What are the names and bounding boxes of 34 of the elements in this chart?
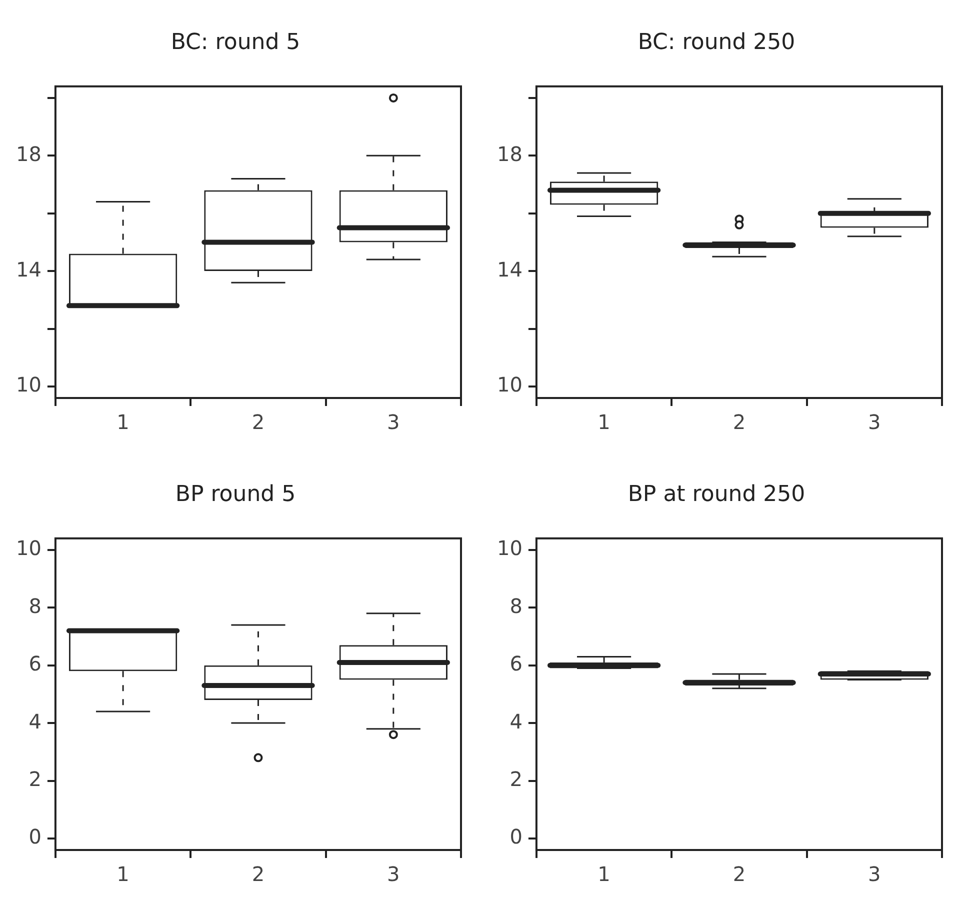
y-tick-label: 14 xyxy=(496,257,522,282)
y-tick-label: 2 xyxy=(28,766,42,791)
y-tick-label: 6 xyxy=(28,652,42,676)
x-tick-label: 3 xyxy=(868,862,881,886)
chart-title: BP round 5 xyxy=(175,482,296,507)
y-tick-label: 10 xyxy=(16,536,42,560)
x-tick-label: 1 xyxy=(116,862,130,886)
x-tick-label: 3 xyxy=(387,410,400,434)
y-tick-label: 0 xyxy=(28,824,42,849)
x-tick-label: 3 xyxy=(387,862,400,886)
x-tick-label: 2 xyxy=(252,862,265,886)
y-tick-label: 8 xyxy=(510,594,522,618)
x-tick-label: 1 xyxy=(116,410,130,434)
x-tick-label: 2 xyxy=(252,410,265,434)
y-tick-label: 8 xyxy=(28,594,42,618)
x-tick-label: 3 xyxy=(868,410,881,434)
x-tick-label: 2 xyxy=(732,410,746,434)
y-tick-label: 18 xyxy=(16,142,42,166)
y-tick-label: 6 xyxy=(510,652,522,676)
y-tick-label: 18 xyxy=(496,142,522,166)
chart-title: BP at round 250 xyxy=(628,482,806,507)
y-tick-label: 2 xyxy=(510,766,522,791)
y-tick-label: 4 xyxy=(510,709,522,734)
y-tick-label: 10 xyxy=(496,536,522,560)
y-tick-label: 0 xyxy=(510,824,522,849)
y-tick-label: 10 xyxy=(16,372,42,397)
x-tick-label: 2 xyxy=(732,862,746,886)
x-tick-label: 1 xyxy=(598,410,610,434)
chart-title: BC: round 5 xyxy=(170,30,300,55)
chart-title: BC: round 250 xyxy=(638,30,796,55)
y-tick-label: 10 xyxy=(496,372,522,397)
x-tick-label: 1 xyxy=(598,862,610,886)
y-tick-label: 4 xyxy=(28,709,42,734)
y-tick-label: 14 xyxy=(16,257,42,282)
